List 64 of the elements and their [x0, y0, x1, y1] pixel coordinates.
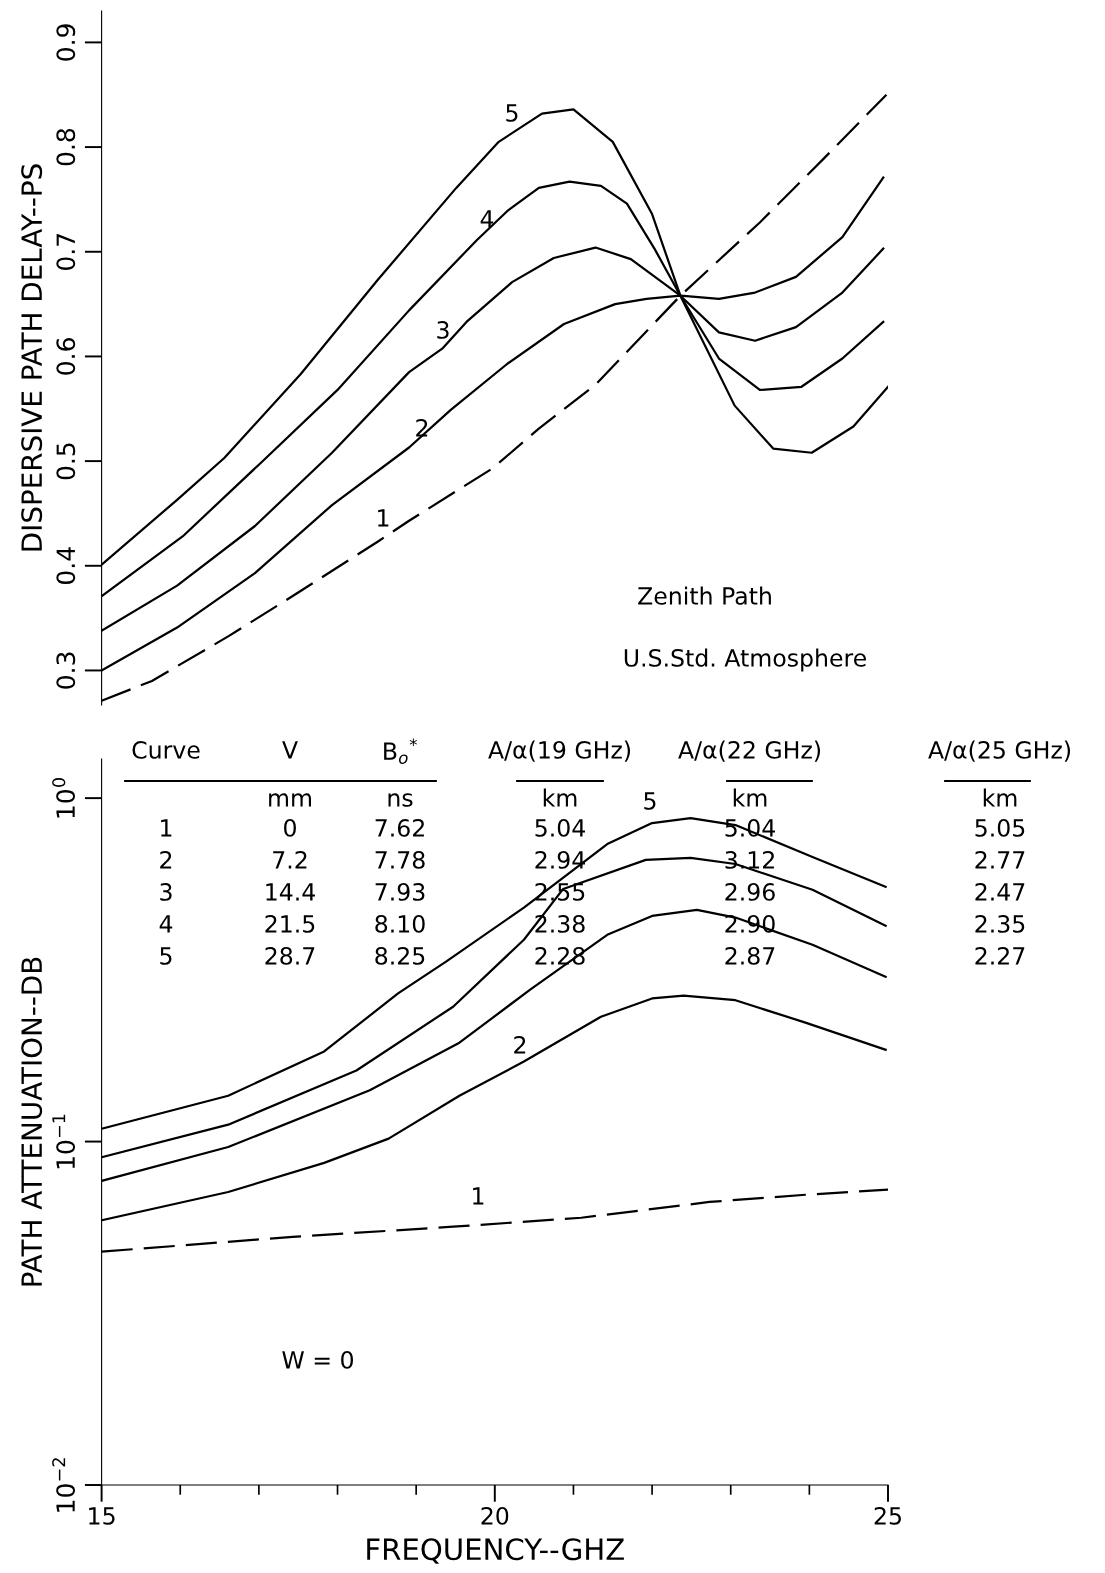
- annotation: 2.87: [725, 946, 775, 965]
- series-label: 5: [644, 792, 656, 810]
- series-label: 2: [514, 1035, 526, 1054]
- y-tick-label: 10$^{0}$: [52, 778, 76, 818]
- series-label: 2: [416, 418, 428, 437]
- annotation: 2.38: [535, 914, 585, 933]
- annotation: mm: [269, 793, 311, 807]
- y-tick-label: 0.4: [56, 547, 76, 585]
- annotation: 1: [161, 819, 172, 837]
- y-tick-label: 0.5: [56, 443, 76, 480]
- series-label: 5: [506, 104, 518, 122]
- y-tick-label: 10$^{−1}$: [52, 1114, 76, 1169]
- annotation: km: [543, 788, 577, 807]
- y-tick-label: 0.6: [56, 338, 76, 375]
- text: km: [983, 788, 1017, 807]
- x-tick-label: 25: [874, 1506, 901, 1525]
- series-label: 1: [473, 1187, 484, 1205]
- text: A/α(25 GHz): [928, 740, 1071, 762]
- annotation: B$_{o}$$^{*}$: [384, 738, 417, 764]
- annotation: 14.4: [266, 883, 315, 901]
- annotation: 3.12: [725, 850, 774, 869]
- annotation: 5: [160, 947, 172, 965]
- annotation: 7.2: [273, 850, 307, 869]
- series-label: 1: [378, 509, 389, 527]
- x-tick-label: 20: [481, 1506, 509, 1525]
- annotation: A/α(22 GHz): [678, 740, 821, 762]
- annotation: 8.10: [375, 914, 425, 933]
- annotation: ns: [388, 793, 413, 807]
- text: 2.35: [975, 914, 1025, 933]
- text: 2.77: [975, 850, 1025, 869]
- annotation: 5.04: [535, 818, 585, 837]
- y-tick-label: 0.8: [56, 128, 76, 166]
- annotation: 0: [284, 818, 296, 837]
- y-tick-label: 10$^{−2}$: [52, 1458, 76, 1512]
- annotation: 7.78: [375, 850, 425, 869]
- annotation: 3: [160, 882, 172, 901]
- text: 5.05: [975, 818, 1025, 837]
- text: Curve: [132, 740, 200, 759]
- annotation: 8.25: [375, 946, 425, 965]
- text: 2.27: [975, 946, 1025, 965]
- annotation: W = 0: [282, 1350, 354, 1369]
- series-label: 4: [480, 210, 494, 228]
- y-axis-title: PATH ATTENUATION--DB: [21, 957, 43, 1286]
- annotation: 21.5: [265, 914, 315, 933]
- y-tick-label: 0.3: [56, 652, 76, 689]
- annotation: 28.7: [265, 946, 315, 965]
- annotation: km: [733, 788, 767, 807]
- text: V: [282, 741, 298, 759]
- annotation: 4: [159, 915, 173, 933]
- y-tick-label: 0.9: [56, 24, 76, 61]
- annotation: U.S.Std. Atmosphere: [624, 648, 866, 672]
- annotation: Zenith Path: [638, 586, 771, 605]
- annotation: 7.62: [375, 818, 424, 837]
- annotation: 2.94: [535, 850, 585, 869]
- annotation: A/α(19 GHz): [488, 740, 631, 762]
- annotation: 2: [160, 850, 172, 869]
- y-tick-label: 0.7: [56, 234, 76, 270]
- series-label: 3: [437, 320, 449, 339]
- annotation: 2.96: [725, 882, 775, 901]
- text: 2.47: [975, 882, 1025, 901]
- annotation: 7.93: [375, 882, 425, 901]
- x-tick-label: 15: [89, 1507, 115, 1525]
- x-axis-title: FREQUENCY--GHZ: [367, 1538, 624, 1564]
- y-axis-title: DISPERSIVE PATH DELAY--PS: [21, 164, 43, 551]
